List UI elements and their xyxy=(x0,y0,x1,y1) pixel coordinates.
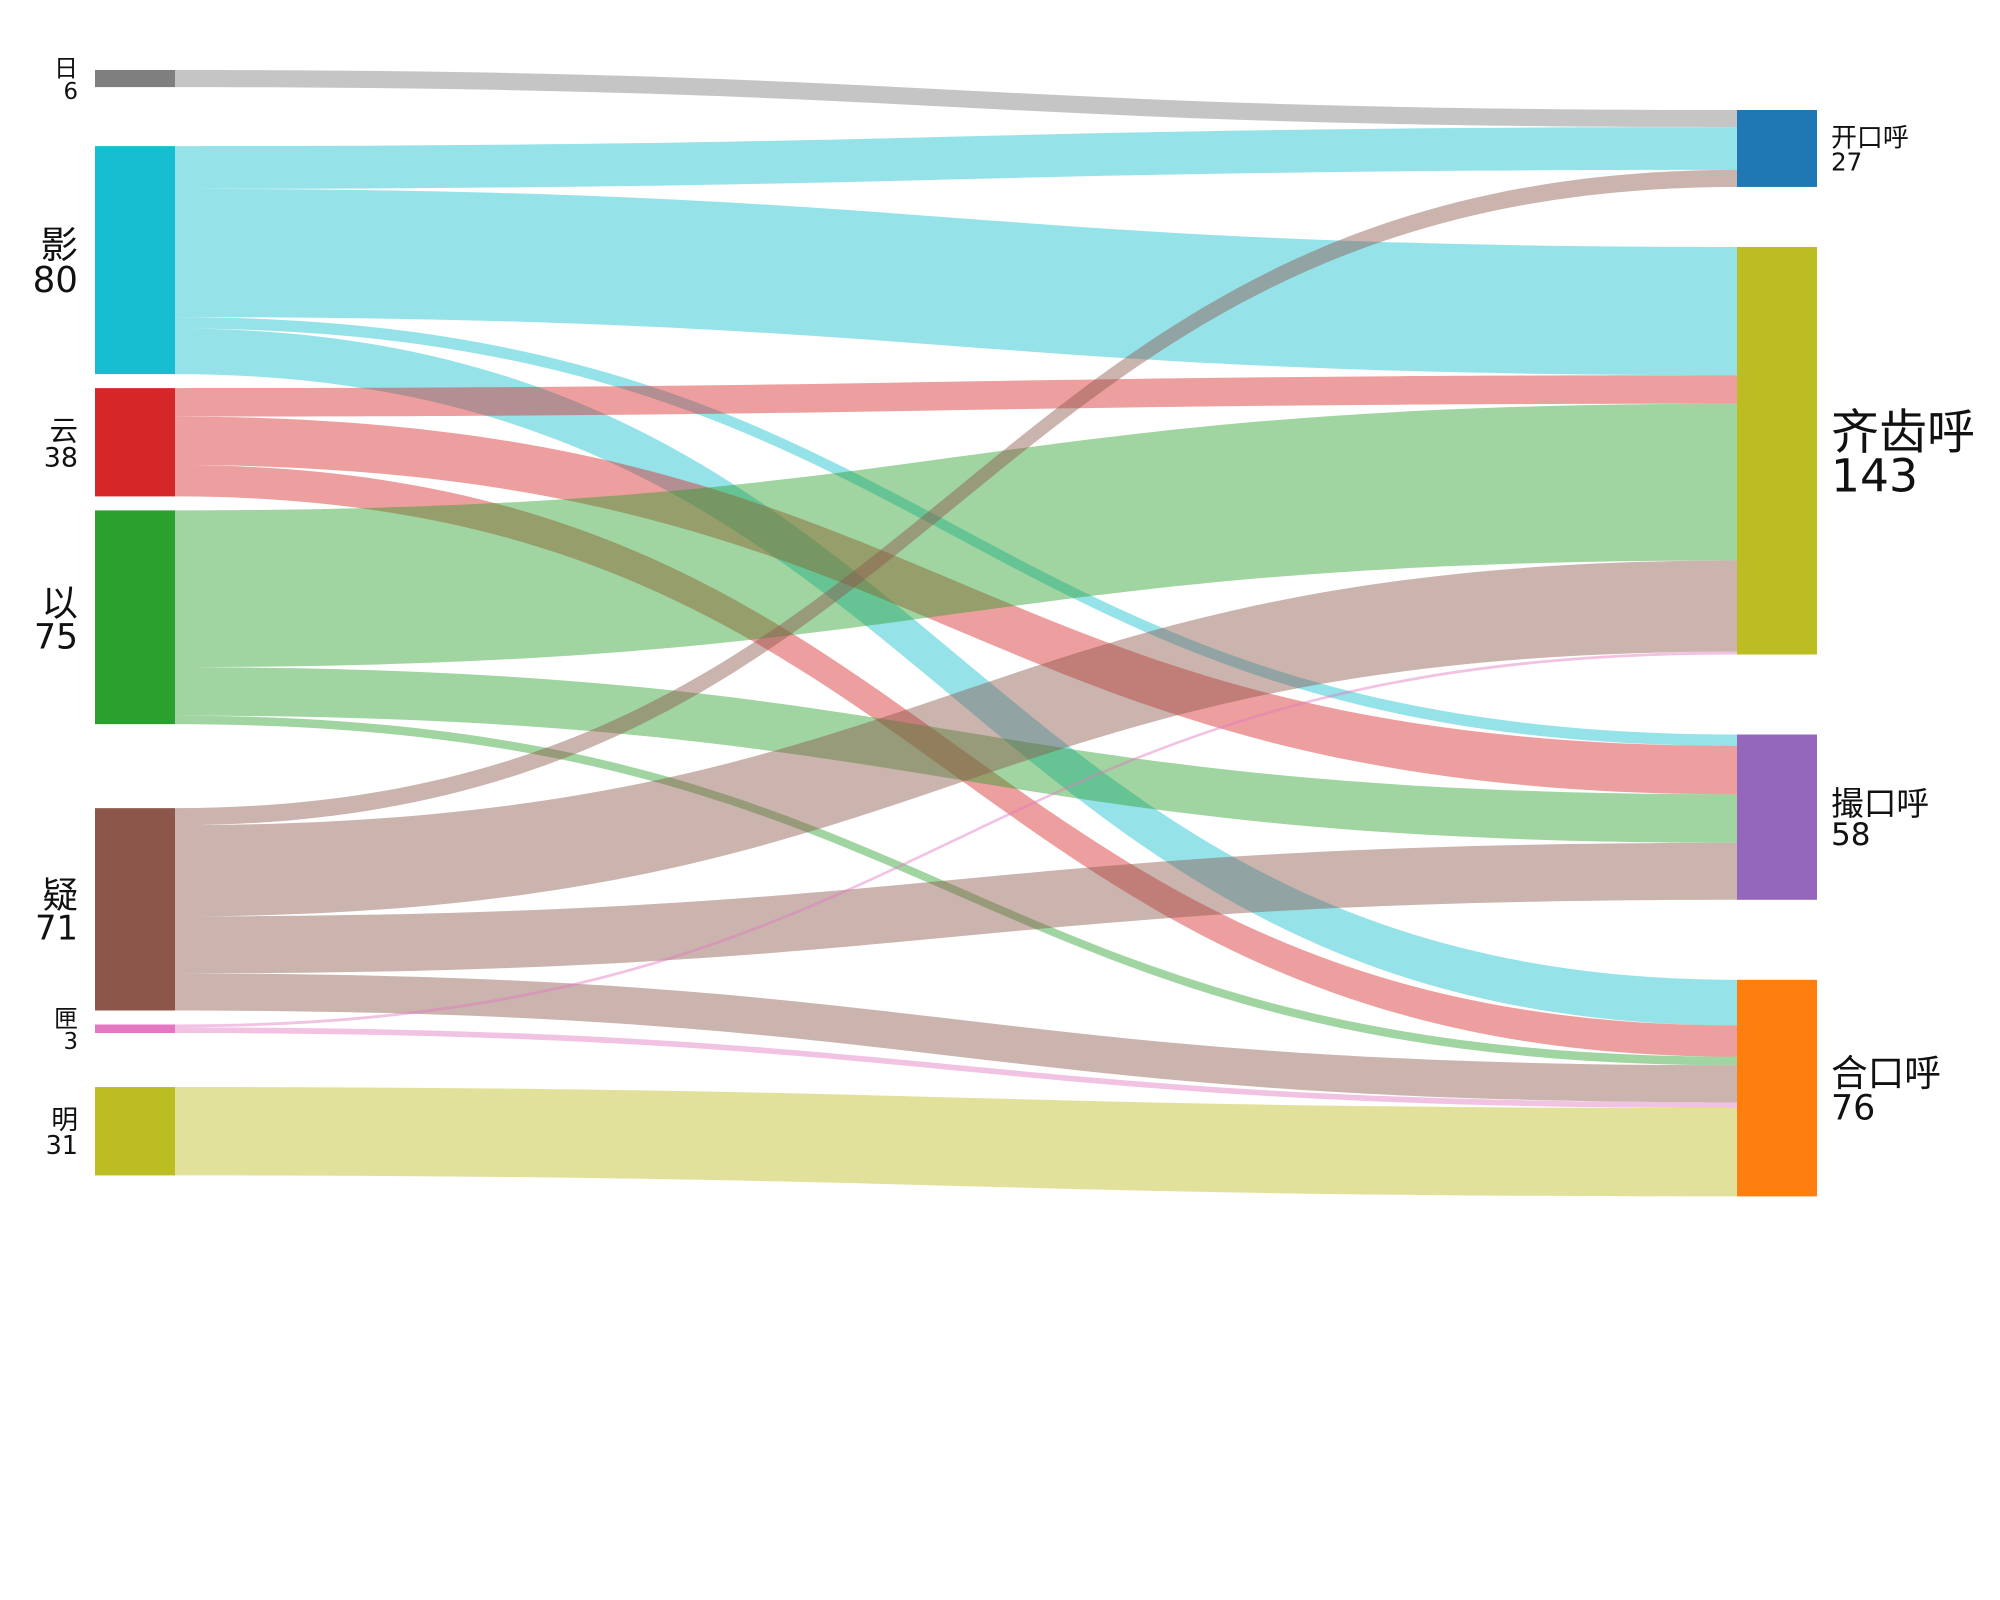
node-yi2 xyxy=(95,808,175,1011)
node-ying xyxy=(95,146,175,375)
link-yi-to-cuo xyxy=(175,667,1737,843)
link-ri-to-kai xyxy=(175,70,1737,128)
link-xia-to-qi xyxy=(175,651,1737,1028)
source-label-yun: 云 xyxy=(50,414,78,447)
node-he xyxy=(1737,979,1817,1197)
source-label-yi: 以 xyxy=(42,581,78,624)
source-value-yi: 75 xyxy=(34,617,78,657)
link-yun-to-cuo xyxy=(175,416,1737,795)
link-ying-to-cuo xyxy=(175,317,1737,746)
node-xia xyxy=(95,1024,175,1034)
source-label-xia: 匣 xyxy=(54,1005,78,1033)
source-label-ri: 日 xyxy=(54,55,78,83)
source-value-yun: 38 xyxy=(44,442,78,473)
link-xia-to-he xyxy=(175,1027,1737,1109)
link-yi2-to-kai xyxy=(175,169,1737,826)
source-value-xia: 3 xyxy=(63,1029,78,1055)
link-yun-to-qi xyxy=(175,375,1737,417)
target-value-qi: 143 xyxy=(1831,450,1918,503)
link-ying-to-kai xyxy=(175,127,1737,189)
source-value-ri: 6 xyxy=(63,79,78,105)
link-ming-to-he xyxy=(175,1087,1737,1197)
source-label-ying: 影 xyxy=(40,223,78,267)
source-value-ying: 80 xyxy=(33,260,78,301)
source-value-ming: 31 xyxy=(46,1131,78,1161)
target-label-he: 合口呼 xyxy=(1831,1052,1941,1095)
target-label-kai: 开口呼 xyxy=(1831,123,1909,153)
node-qi xyxy=(1737,246,1817,655)
node-yun xyxy=(95,388,175,497)
source-label-yi2: 疑 xyxy=(42,875,78,916)
node-cuo xyxy=(1737,734,1817,900)
link-yi2-to-qi xyxy=(175,560,1737,917)
link-ying-to-qi xyxy=(175,188,1737,376)
link-yi-to-he xyxy=(175,715,1737,1066)
node-kai xyxy=(1737,110,1817,187)
node-ri xyxy=(95,70,175,88)
node-yi xyxy=(95,510,175,725)
target-label-cuo: 撮口呼 xyxy=(1831,785,1929,823)
target-label-qi: 齐齿呼 xyxy=(1831,405,1975,461)
target-value-cuo: 58 xyxy=(1831,817,1871,853)
link-yi2-to-he xyxy=(175,973,1737,1103)
target-value-kai: 27 xyxy=(1831,148,1862,177)
nodes-layer xyxy=(95,70,1817,1197)
node-ming xyxy=(95,1087,175,1176)
link-ying-to-he xyxy=(175,328,1737,1026)
link-yi-to-qi xyxy=(175,403,1737,668)
target-value-he: 76 xyxy=(1831,1088,1875,1128)
link-yun-to-he xyxy=(175,465,1737,1057)
source-value-yi2: 71 xyxy=(35,909,78,948)
source-label-ming: 明 xyxy=(51,1105,78,1136)
link-yi2-to-cuo xyxy=(175,842,1737,974)
links-layer xyxy=(175,70,1737,1197)
